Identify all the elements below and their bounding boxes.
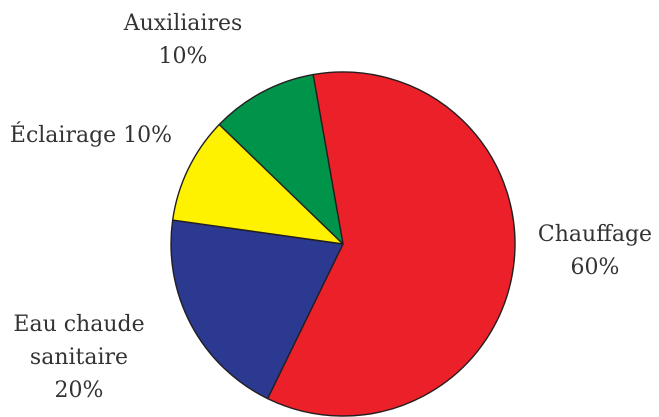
slice-label-chauffage: Chauffage 60% [538,222,652,280]
pie-slice-chauffage [266,71,516,417]
slice-label-line: 10% [159,44,208,69]
slice-label-line: sanitaire [30,345,128,370]
pie-slices [170,71,516,417]
pie-slice-auxiliaires [218,73,344,245]
slice-labels: Chauffage 60% Eau chaude sanitaire 20% Éclair… [10,11,652,403]
pie-slice-eau-chaude [170,219,344,400]
slice-label-line: Éclairage 10% [10,121,172,148]
slice-label-line: Chauffage [538,222,652,247]
slice-label-line: Auxiliaires [123,11,243,36]
slice-label-eclairage: Éclairage 10% [10,121,172,148]
slice-label-line: Eau chaude [13,312,144,337]
slice-label-eau-chaude: Eau chaude sanitaire 20% [13,312,144,403]
slice-label-line: 60% [571,255,620,280]
pie-slice-eclairage [171,123,344,245]
slice-label-auxiliaires: Auxiliaires 10% [123,11,243,69]
slice-label-line: 20% [55,378,104,403]
